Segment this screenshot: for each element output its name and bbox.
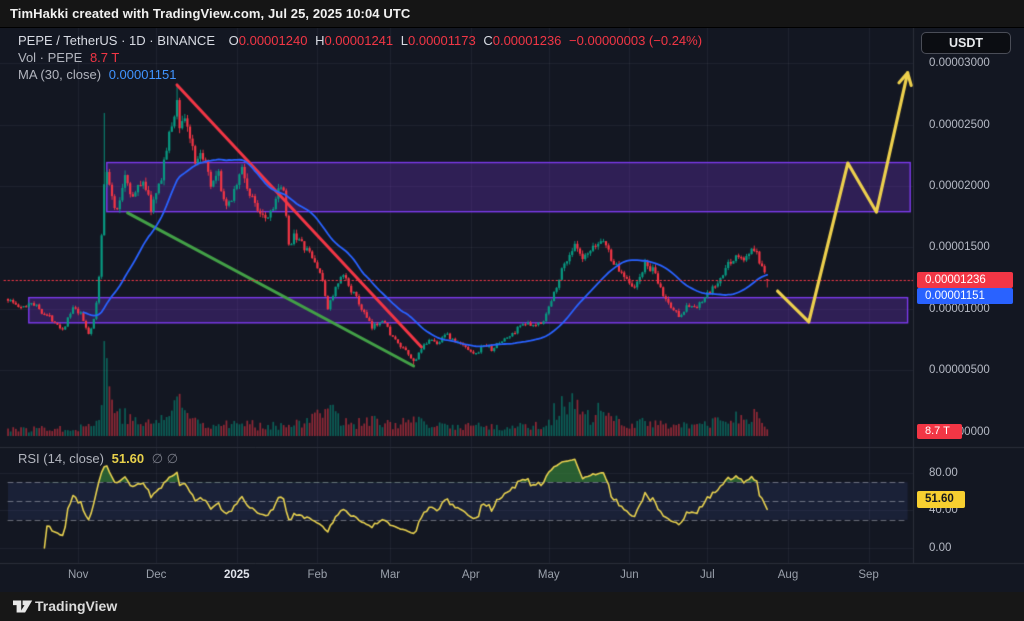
time-axis-label: Apr	[461, 569, 480, 581]
ohlc-high-value: 0.00001241	[324, 33, 394, 48]
symbol-legend-row[interactable]: PEPE / TetherUS · 1D · BINANCE O0.000012…	[18, 33, 706, 48]
time-axis-label: Mar	[380, 569, 401, 581]
ohlc-low-label: L	[400, 33, 408, 48]
ohlc-change: −0.00000003 (−0.24%)	[569, 33, 703, 48]
time-axis-label: Nov	[67, 569, 89, 581]
time-axis-label: May	[537, 569, 560, 581]
ohlc-low-value: 0.00001173	[408, 33, 476, 48]
time-axis-label: Jun	[620, 569, 639, 581]
ohlc-close-label: C	[483, 33, 493, 48]
rsi-legend-row[interactable]: RSI (14, close) 51.60 ∅ ∅	[18, 451, 182, 467]
currency-button[interactable]: USDT	[921, 32, 1011, 54]
tradingview-logo-icon[interactable]	[13, 599, 33, 615]
volume-legend-row[interactable]: Vol · PEPE 8.7 T	[18, 50, 123, 65]
chart-region: PEPE / TetherUS · 1D · BINANCE O0.000012…	[0, 28, 1024, 592]
time-axis-label: Sep	[858, 569, 879, 581]
tradingview-logo-text[interactable]: TradingView	[35, 598, 118, 614]
ohlc-open-value: 0.00001240	[238, 33, 308, 48]
time-axis-label: Dec	[145, 569, 167, 581]
price-axis-label: 0.00001500	[929, 241, 990, 254]
price-axis-label: 0.00003000	[929, 57, 990, 70]
rsi-empty-icons: ∅ ∅	[151, 451, 179, 466]
volume-value: 8.7 T	[89, 50, 120, 65]
ma-value: 0.00001151	[108, 67, 177, 82]
price-axis-label: 0.00002500	[929, 118, 990, 131]
chart-canvas[interactable]	[0, 28, 1024, 592]
footer-bar: TradingView	[0, 592, 1024, 621]
volume-label: Vol · PEPE	[18, 50, 83, 65]
ma-label: MA (30, close)	[18, 67, 102, 82]
ohlc-close-value: 0.00001236	[492, 33, 562, 48]
last-price-badge: 0.00001236	[917, 272, 1013, 288]
ma-legend-row[interactable]: MA (30, close) 0.00001151	[18, 67, 180, 82]
price-axis-label: 0.00002000	[929, 179, 990, 192]
time-axis-label: Jul	[700, 569, 715, 581]
ohlc-open-label: O	[228, 33, 239, 48]
ma-price-badge: 0.00001151	[917, 288, 1013, 304]
rsi-axis-label: 0.00	[929, 542, 952, 554]
rsi-label: RSI (14, close)	[18, 451, 104, 466]
rsi-badge: 51.60	[917, 491, 965, 508]
symbol-title: PEPE / TetherUS · 1D · BINANCE	[18, 33, 215, 48]
time-axis-label: 2025	[224, 569, 250, 581]
price-axis-label: 0.00000500	[929, 364, 990, 377]
volume-badge: 8.7 T	[917, 424, 962, 439]
ohlc-high-label: H	[315, 33, 325, 48]
rsi-axis-label: 80.00	[929, 466, 958, 479]
attribution-text: TimHakki created with TradingView.com, J…	[10, 6, 411, 21]
time-axis-label: Feb	[307, 569, 328, 581]
time-axis-label: Aug	[777, 569, 799, 581]
attribution-bar: TimHakki created with TradingView.com, J…	[0, 0, 1024, 28]
price-axis-label: 0.00001000	[929, 302, 990, 315]
rsi-value: 51.60	[111, 451, 145, 466]
